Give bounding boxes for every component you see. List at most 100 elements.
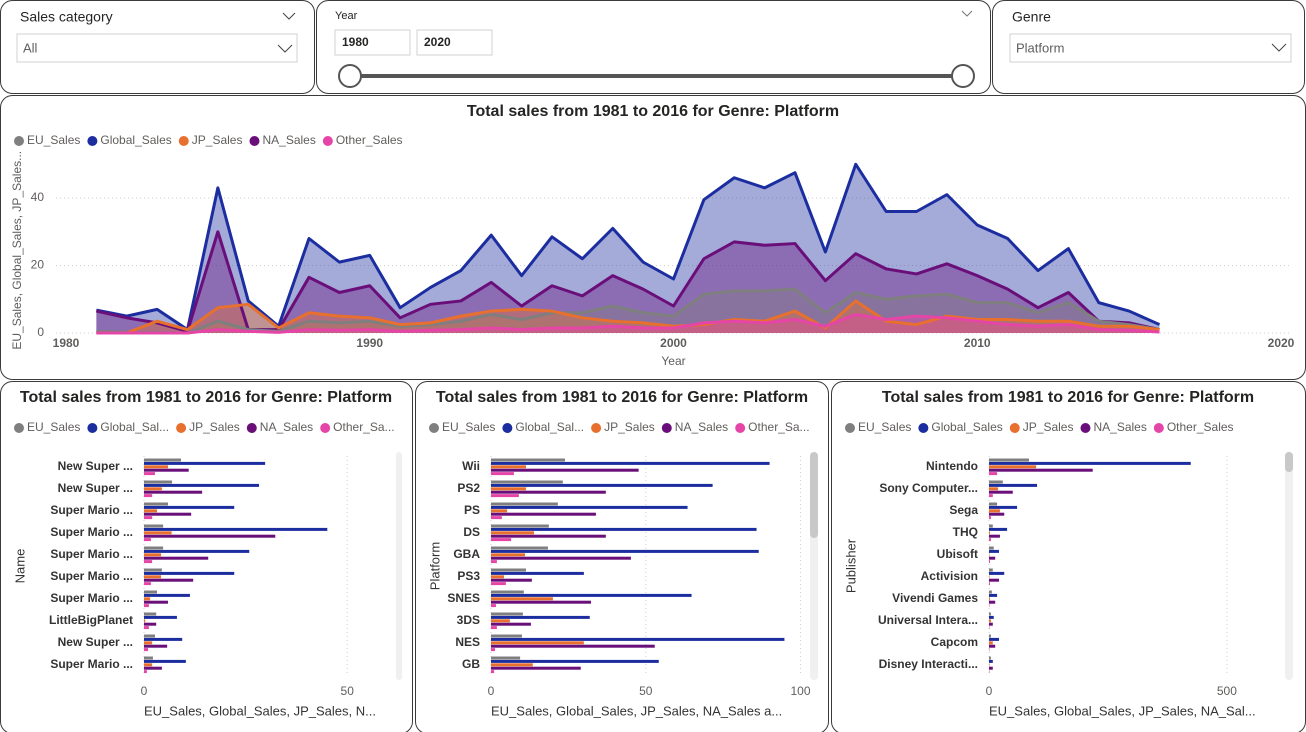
category-label: SNES	[447, 591, 480, 605]
scrollbar[interactable]	[396, 452, 402, 680]
category-label: Activision	[921, 569, 978, 583]
bar	[989, 512, 1005, 516]
dropdown-icon[interactable]	[277, 44, 293, 53]
bar	[144, 556, 209, 560]
bar	[144, 622, 157, 626]
bar	[989, 612, 991, 616]
year-input[interactable]	[334, 29, 411, 56]
bar	[491, 593, 692, 597]
category-label: LittleBigPlanet	[49, 613, 133, 627]
scrollbar[interactable]	[1285, 452, 1293, 680]
bar	[491, 575, 504, 579]
bar	[491, 641, 584, 645]
year-start: 1980	[342, 35, 369, 49]
bar	[491, 549, 759, 553]
legend-marker	[322, 136, 333, 146]
bar	[989, 524, 993, 528]
bar	[144, 634, 155, 638]
bar	[989, 472, 998, 476]
bar	[144, 458, 181, 462]
x-tick-label: 50	[341, 684, 355, 698]
bar	[491, 480, 563, 484]
category-label: Super Mario ...	[50, 591, 133, 605]
bar	[491, 571, 584, 575]
collapse-icon[interactable]	[961, 10, 973, 17]
category-label: Universal Intera...	[878, 613, 978, 627]
bar	[144, 560, 153, 564]
legend-marker	[1080, 423, 1091, 433]
bar	[491, 512, 596, 516]
scrollbar-thumb[interactable]	[1285, 452, 1293, 472]
bar	[491, 465, 526, 469]
collapse-icon[interactable]	[282, 12, 296, 20]
bar	[144, 468, 189, 472]
bar	[144, 538, 151, 542]
bar	[989, 509, 1000, 513]
category-label: Wii	[462, 459, 480, 473]
bar	[989, 637, 999, 641]
bar	[989, 568, 993, 572]
bar	[144, 582, 151, 586]
slider-handle[interactable]	[338, 64, 362, 88]
bar	[989, 538, 991, 542]
bar	[989, 622, 993, 626]
year-end: 2020	[424, 35, 451, 49]
bar	[144, 619, 146, 623]
bar	[989, 531, 990, 535]
bar	[491, 538, 512, 542]
bar	[989, 656, 991, 660]
slicer-label: Year	[335, 10, 358, 22]
scrollbar-thumb[interactable]	[810, 452, 818, 538]
bar	[989, 534, 1000, 538]
bar	[144, 480, 173, 484]
x-tick-label: 0	[141, 684, 148, 698]
category-label: Capcom	[931, 635, 978, 649]
charts: Total sales from 1981 to 2016 for Genre:…	[10, 103, 1294, 718]
chart-title: Total sales from 1981 to 2016 for Genre:…	[20, 389, 392, 406]
dropdown[interactable]	[16, 33, 298, 63]
bar	[491, 494, 519, 498]
x-tick-label: 500	[1217, 684, 1237, 698]
x-tick-label: 100	[791, 684, 811, 698]
bar	[144, 534, 276, 538]
bar	[144, 524, 164, 528]
bar	[144, 512, 192, 516]
bar	[144, 509, 158, 513]
x-tick-label: 1980	[53, 336, 80, 350]
area-fill	[96, 164, 1160, 333]
legend-label: JP_Sales	[604, 420, 655, 434]
dropdown-icon[interactable]	[1271, 43, 1287, 52]
bar	[144, 546, 164, 550]
legend-label: EU_Sales	[27, 420, 80, 434]
bar	[989, 659, 993, 663]
y-tick-label: 0	[37, 325, 44, 339]
category-label: NES	[455, 635, 480, 649]
bar	[989, 516, 991, 520]
bar	[144, 531, 172, 535]
bar	[144, 571, 235, 575]
bar	[491, 560, 497, 564]
legend-marker	[591, 423, 602, 433]
category-label: PS3	[457, 569, 480, 583]
bar	[491, 634, 522, 638]
bar	[144, 527, 328, 531]
legend-label: Global_Sal...	[100, 420, 169, 434]
bar	[491, 461, 770, 465]
x-tick-label: 0	[488, 684, 495, 698]
legend-marker	[178, 136, 189, 146]
bar	[491, 458, 565, 462]
bar	[491, 670, 495, 674]
bar	[491, 619, 510, 623]
dropdown[interactable]	[1009, 33, 1292, 63]
year-input[interactable]	[416, 29, 493, 56]
bar	[989, 644, 996, 648]
x-tick-label: 50	[639, 684, 653, 698]
legend-marker	[502, 423, 513, 433]
bar	[144, 666, 162, 670]
x-tick-label: 2020	[1268, 336, 1295, 350]
category-label: Super Mario ...	[50, 569, 133, 583]
slider-handle[interactable]	[951, 64, 975, 88]
category-label: PS	[464, 503, 480, 517]
legend-label: NA_Sales	[262, 133, 315, 147]
